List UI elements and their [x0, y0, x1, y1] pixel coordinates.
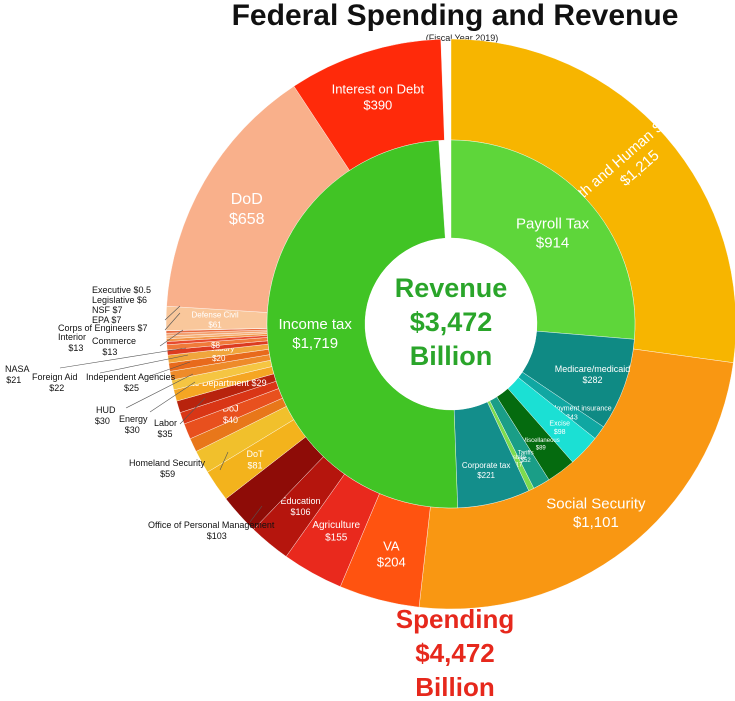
ext-label-labor: Labor $35	[154, 418, 177, 439]
spending-slice-label-education: Education $106	[281, 496, 321, 517]
ext-label-corps-of-engineers: Corps of Engineers $7	[58, 323, 148, 333]
ext-label-legislative: Legislative $6	[92, 295, 147, 305]
spending-slice-label-social-security: Social Security $1,101	[546, 495, 646, 531]
spending-slice-label-agriculture: Agriculture $155	[312, 520, 360, 544]
ext-label-executive: Executive $0.5	[92, 285, 151, 295]
ext-label-nasa: NASA $21	[5, 364, 30, 385]
ext-label-interior: Interior $13	[58, 332, 86, 353]
revenue-slice-label-corporate-tax: Corporate tax $221	[462, 461, 510, 480]
revenue-slice-label-estate: Estate $17	[509, 455, 527, 469]
spending-slice-label-doj: DoJ $40	[223, 404, 239, 425]
spending-label: Spending	[396, 604, 514, 634]
spending-slice-label-defense-civil: Defense Civil $61	[191, 310, 238, 329]
revenue-slice-label-tariffs: Tariffs $52	[518, 450, 534, 464]
leader-line	[164, 305, 181, 321]
revenue-amount: $3,472	[410, 307, 493, 337]
spending-slice-label-interest-on-debt: Interest on Debt $390	[332, 81, 425, 112]
chart-subtitle: (Fiscal Year 2019)	[426, 33, 499, 43]
ext-label-nsf: NSF $7	[92, 305, 123, 315]
revenue-slice-label-medicare-medicaid: Medicare/medicaid $282	[555, 364, 631, 385]
spending-amount: $4,472	[415, 638, 495, 668]
spending-slice-label-va: VA $204	[377, 538, 406, 569]
ext-label-energy: Energy $30	[119, 414, 148, 435]
leader-line	[125, 373, 194, 409]
ext-label-office-of-personal-management: Office of Personal Management $103	[148, 520, 275, 541]
spending-slice-label-dot: DoT $81	[247, 449, 265, 470]
ext-label-epa: EPA $7	[92, 315, 121, 325]
revenue-ring: Payroll Tax $914 Medicare/medicaid $282 Unem…	[266, 139, 636, 509]
leader-line	[249, 505, 263, 523]
leader-line	[164, 312, 181, 331]
leader-line	[99, 354, 189, 374]
ext-label-homeland-security: Homeland Security $59	[129, 458, 206, 479]
spending-slice-label-state-department: State Department $29	[179, 378, 267, 388]
ext-label-independent-agencies: Independent Agencies $25	[86, 372, 176, 393]
leader-line	[149, 361, 191, 377]
spending-slice-label-dod: DoD $658	[229, 191, 265, 228]
chart-title: Federal Spending and Revenue	[232, 0, 679, 32]
ext-label-hud: HUD $30	[95, 405, 116, 426]
ext-label-foreign-aid: Foreign Aid $22	[32, 372, 78, 393]
revenue-unit: Billion	[410, 341, 493, 371]
revenue-slice-label-miscellaneous: Miscellaneous $89	[522, 438, 560, 452]
leader-line	[219, 451, 229, 471]
leader-line	[159, 329, 184, 347]
leader-line	[59, 347, 187, 369]
revenue-slice-label-excise: Excise $98	[549, 420, 570, 436]
revenue-slice-label-payroll-tax: Payroll Tax $914	[516, 216, 590, 252]
revenue-slice-label-unemployment-insurance: Unemployment insurance $43	[532, 406, 611, 422]
leader-lines	[59, 305, 263, 523]
ext-label-commerce: Commerce $13	[92, 336, 136, 357]
center-hole	[365, 238, 537, 410]
revenue-label: Revenue	[395, 273, 508, 303]
leader-line	[149, 381, 196, 413]
revenue-slice-label-income-tax: Income tax $1,719	[278, 316, 352, 352]
spending-unit: Billion	[415, 672, 494, 701]
leader-line	[179, 397, 206, 425]
